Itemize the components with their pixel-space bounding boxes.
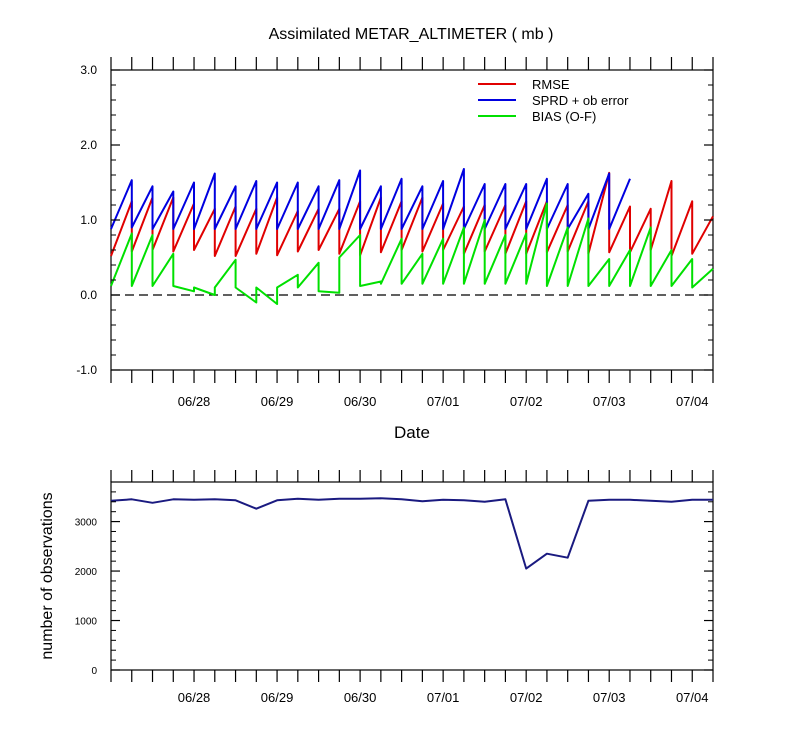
x-tick-label: 07/04 <box>676 690 709 705</box>
x-tick-label: 07/02 <box>510 690 543 705</box>
bottom-plot-frame <box>110 481 714 671</box>
x-tick-label: 07/02 <box>510 394 543 409</box>
x-tick-label: 07/01 <box>427 690 460 705</box>
y-tick-label: 1.0 <box>80 213 97 227</box>
series-line-rmse <box>110 171 714 257</box>
y-tick-label: 2.0 <box>80 138 97 152</box>
legend-label: RMSE <box>532 77 570 92</box>
observation-count-line <box>110 497 713 570</box>
x-tick-label: 06/29 <box>261 690 294 705</box>
x-tick-label: 07/01 <box>427 394 460 409</box>
x-tick-label: 06/28 <box>178 690 211 705</box>
legend-label: BIAS (O-F) <box>532 109 596 124</box>
series-line-sprd-ob-error <box>110 168 631 230</box>
x-tick-label: 07/04 <box>676 394 709 409</box>
y-tick-label: 2000 <box>75 567 98 578</box>
top-plot-frame <box>110 69 714 371</box>
y-tick-label: 3.0 <box>80 63 97 77</box>
y-tick-label: 3000 <box>75 518 98 529</box>
rmse-spread-bias-panel: Assimilated METAR_ALTIMETER ( mb ) -1.0 0… <box>76 26 714 442</box>
x-tick-label: 07/03 <box>593 690 626 705</box>
x-tick-label: 06/30 <box>344 690 377 705</box>
x-axis-label: Date <box>394 423 430 442</box>
x-tick-label: 06/28 <box>178 394 211 409</box>
series-line-bias-o-f <box>110 202 714 305</box>
y-tick-label: 0.0 <box>80 288 97 302</box>
x-tick-label: 06/30 <box>344 394 377 409</box>
x-tick-label: 07/03 <box>593 394 626 409</box>
observation-count-panel: 0 1000 2000 3000 06/28 06/29 06/30 07/01 07/02 0… <box>39 470 714 705</box>
chart-title: Assimilated METAR_ALTIMETER ( mb ) <box>269 26 554 43</box>
legend-label: SPRD + ob error <box>532 93 629 108</box>
y-tick-label: -1.0 <box>76 363 97 377</box>
y-tick-label: 1000 <box>75 617 98 628</box>
y-tick-label: 0 <box>91 666 97 677</box>
x-tick-label: 06/29 <box>261 394 294 409</box>
y-axis-label: number of observations <box>39 492 56 659</box>
